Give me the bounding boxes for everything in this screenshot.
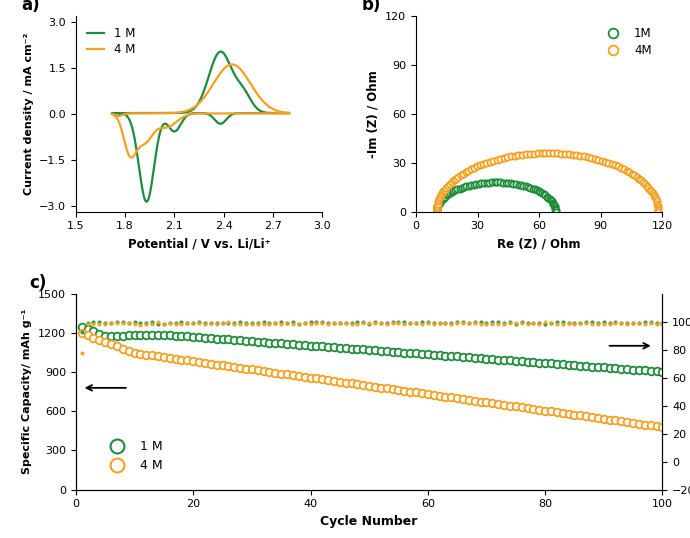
- 1 M: [108, 110, 116, 117]
- 1 M: [276, 110, 284, 116]
- 1M: [545, 196, 553, 202]
- Legend: 1 M, 4 M: 1 M, 4 M: [100, 435, 168, 477]
- 1M: [448, 189, 456, 195]
- 4 M: [155, 110, 164, 117]
- 1 M: [142, 199, 150, 205]
- 4M: [541, 150, 549, 157]
- Text: b): b): [362, 0, 381, 15]
- 4M: [433, 209, 441, 215]
- Y-axis label: -Im (Z) / Ohm: -Im (Z) / Ohm: [366, 70, 380, 158]
- 1 M: [108, 110, 116, 116]
- Text: a): a): [21, 0, 40, 15]
- 1 M: [168, 110, 176, 116]
- 1M: [433, 209, 441, 215]
- 4 M: [108, 111, 116, 117]
- 4 M: [128, 154, 136, 161]
- 1M: [504, 180, 512, 186]
- 4M: [611, 162, 619, 168]
- Legend: 1 M, 4 M: 1 M, 4 M: [82, 22, 140, 61]
- 1 M: [228, 66, 236, 73]
- 1 M: [155, 110, 164, 116]
- Text: c): c): [29, 274, 46, 292]
- 1M: [551, 209, 560, 215]
- 4M: [654, 209, 662, 215]
- 1M: [437, 197, 446, 203]
- Line: 4 M: 4 M: [112, 65, 290, 158]
- 4 M: [168, 110, 176, 116]
- 1 M: [268, 110, 277, 116]
- 4M: [644, 185, 653, 191]
- 4 M: [268, 110, 277, 117]
- Y-axis label: Specific Capacity/ mAh g⁻¹: Specific Capacity/ mAh g⁻¹: [23, 309, 32, 475]
- X-axis label: Cycle Number: Cycle Number: [320, 515, 418, 528]
- 4 M: [262, 101, 270, 108]
- Line: 1M: 1M: [433, 179, 559, 215]
- X-axis label: Potential / V vs. Li/Li⁺: Potential / V vs. Li/Li⁺: [128, 237, 270, 250]
- Line: 1 M: 1 M: [112, 52, 290, 202]
- 4 M: [108, 111, 116, 117]
- 4M: [442, 185, 451, 191]
- 1M: [491, 179, 499, 186]
- Y-axis label: Current density / mA cm⁻²: Current density / mA cm⁻²: [23, 33, 34, 195]
- 1M: [546, 197, 555, 203]
- 4 M: [228, 61, 236, 68]
- 4 M: [228, 61, 236, 68]
- Line: 4M: 4M: [433, 150, 662, 215]
- Legend: 1M, 4M: 1M, 4M: [596, 22, 656, 62]
- 4M: [653, 202, 662, 209]
- 1 M: [217, 48, 225, 55]
- 4M: [641, 181, 649, 187]
- 4 M: [276, 110, 284, 117]
- 1 M: [262, 109, 270, 116]
- 4M: [479, 161, 487, 167]
- X-axis label: Re (Z) / Ohm: Re (Z) / Ohm: [497, 237, 581, 250]
- 1M: [457, 185, 466, 191]
